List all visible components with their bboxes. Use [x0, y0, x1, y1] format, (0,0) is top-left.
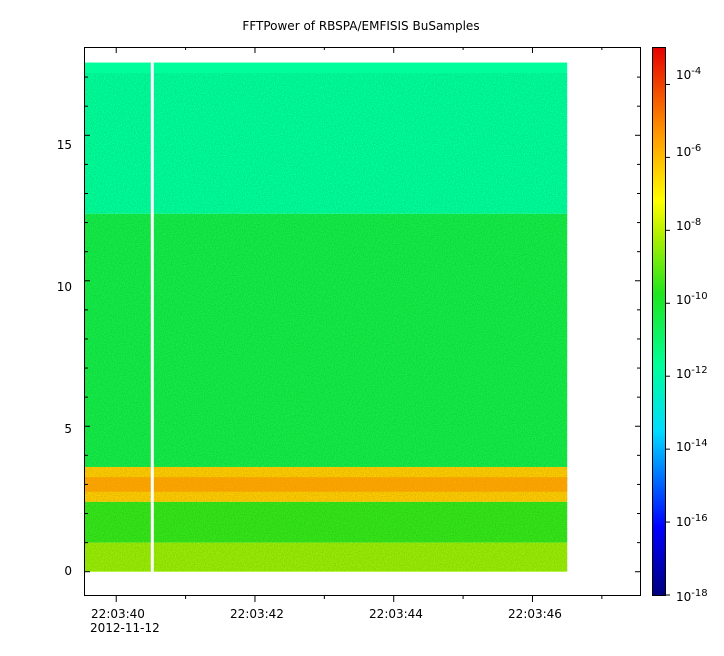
colorbar-tick-label: 10-10	[676, 291, 708, 307]
emission-band-detail	[85, 477, 568, 492]
x-axis-tick-label: 22:03:46	[508, 607, 562, 621]
colorbar	[652, 47, 666, 596]
chart-title: FFTPower of RBSPA/EMFISIS BuSamples	[242, 19, 479, 33]
y-axis-tick-label: 0	[64, 564, 72, 578]
svg-text:10-12: 10-12	[676, 365, 708, 381]
colorbar-tick-label: 10-8	[676, 217, 701, 233]
colorbar-tick-label: 10-12	[676, 365, 708, 381]
x-axis-tick-label: 22:03:42	[230, 607, 284, 621]
svg-text:10-16: 10-16	[676, 513, 708, 529]
y-axis-tick-label: 10	[57, 280, 72, 294]
data-gap-line	[150, 62, 154, 572]
x-axis-tick-label: 22:03:40	[91, 607, 145, 621]
y-axis-tick-label: 15	[57, 138, 72, 152]
colorbar-tick-label: 10-18	[676, 588, 708, 604]
heatmap-texture	[85, 73, 568, 571]
x-axis-tick-label: 22:03:44	[369, 607, 423, 621]
x-axis-ticks	[115, 47, 603, 602]
y-axis-ticks	[84, 76, 641, 573]
svg-text:10-10: 10-10	[676, 291, 708, 307]
y-axis-tick-label: 5	[64, 422, 72, 436]
colorbar-tick-label: 10-4	[676, 66, 701, 82]
colorbar-tick-label: 10-6	[676, 143, 701, 159]
colorbar-ticks	[665, 83, 670, 596]
colorbar-tick-label: 10-16	[676, 513, 708, 529]
colorbar-tick-label: 10-14	[676, 438, 708, 454]
svg-text:10-6: 10-6	[676, 143, 701, 159]
emission-band-core	[85, 477, 568, 492]
svg-text:10-14: 10-14	[676, 438, 708, 454]
svg-text:10-18: 10-18	[676, 588, 708, 604]
x-axis-date-label: 2012-11-12	[90, 621, 160, 635]
svg-text:10-4: 10-4	[676, 66, 701, 82]
svg-text:10-8: 10-8	[676, 217, 701, 233]
